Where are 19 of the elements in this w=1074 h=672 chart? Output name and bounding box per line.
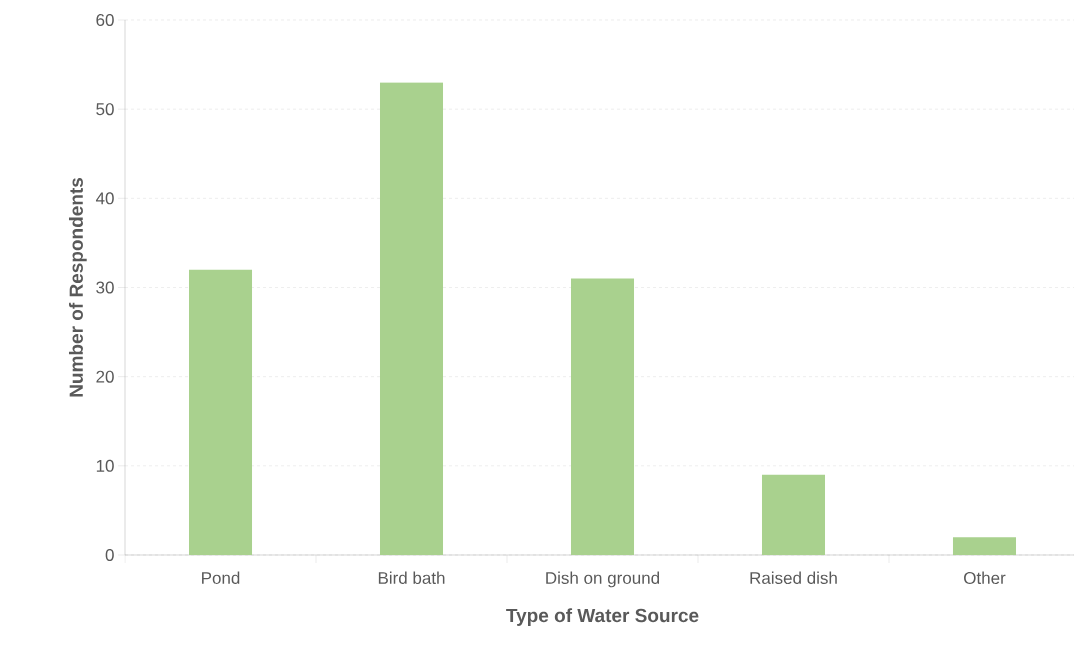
y-tick-label: 50 [96, 103, 114, 116]
x-tick-label: Dish on ground [546, 571, 660, 588]
x-axis-title: Type of Water Source [506, 608, 699, 626]
y-tick-label: 40 [95, 192, 114, 205]
x-tick-label: Pond [202, 571, 240, 585]
bar [952, 537, 1017, 555]
y-tick-label: 10 [96, 459, 114, 472]
bar [761, 474, 826, 555]
bar [570, 278, 635, 555]
x-tick-label: Other [964, 571, 1006, 585]
y-axis-title: Number of Respondents [68, 177, 87, 397]
y-tick-label: 60 [96, 13, 114, 27]
y-tick-label: 20 [96, 370, 114, 383]
bar [379, 82, 444, 555]
y-tick-label: 0 [105, 548, 114, 562]
x-tick-label: Raised dish [750, 571, 837, 585]
bar [188, 269, 253, 555]
y-tick-label: 30 [96, 281, 114, 294]
x-tick-label: Bird bath [378, 571, 445, 585]
